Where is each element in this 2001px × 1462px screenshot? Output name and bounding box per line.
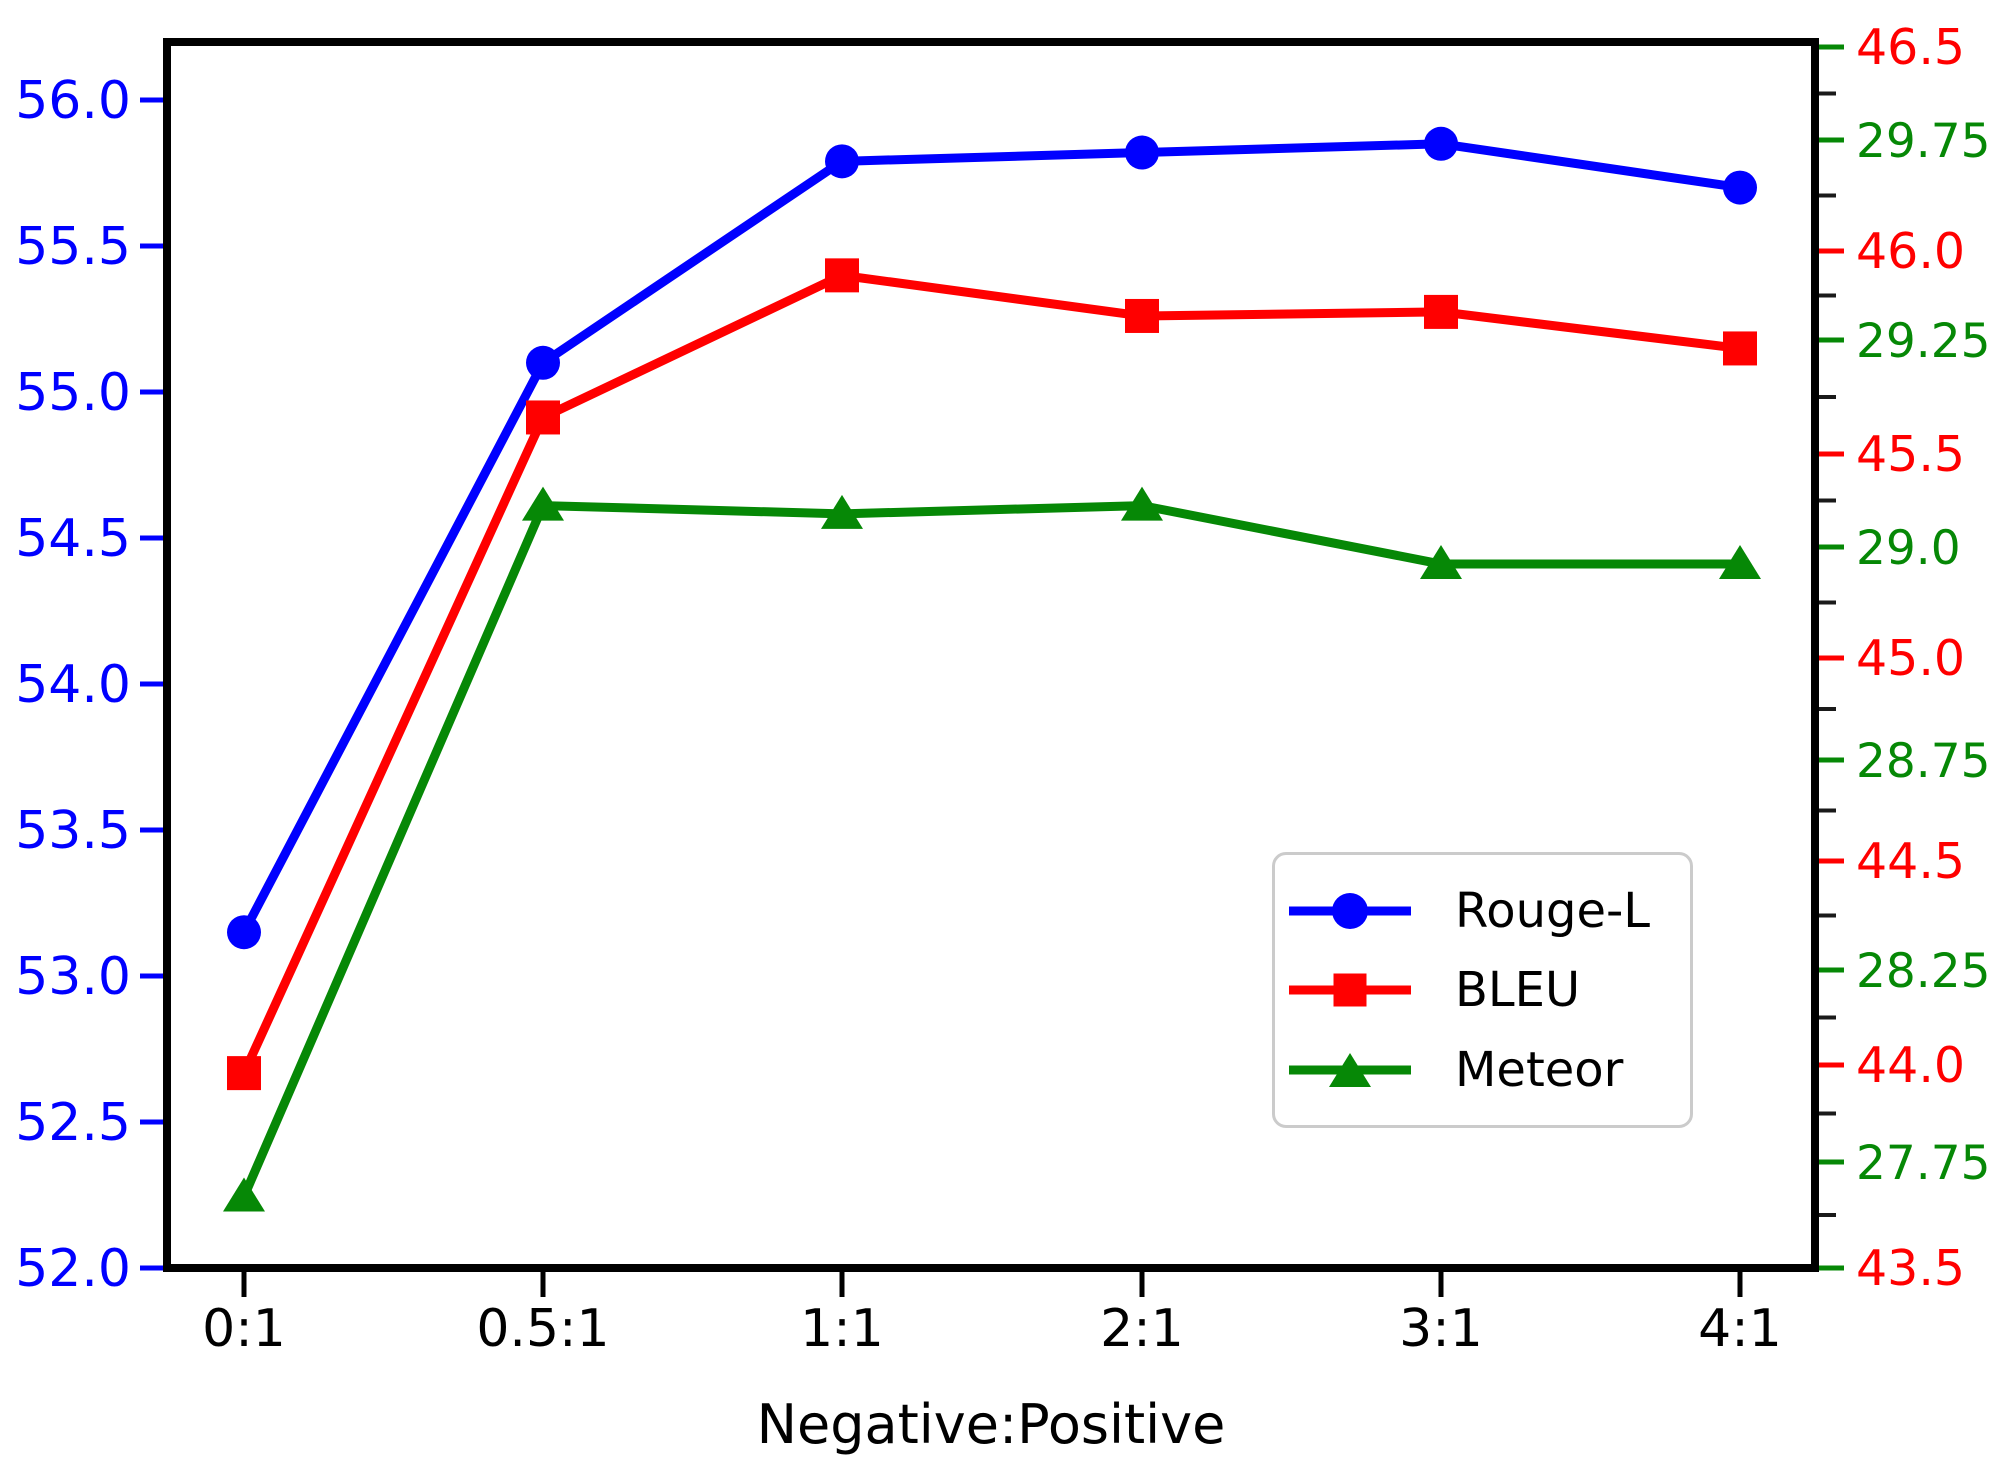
series-line-meteor [239,501,1745,1202]
data-point-rouge-l [825,144,859,179]
legend-swatch-meteor [1289,1048,1411,1092]
left-axis-tick-label: 55.0 [15,363,131,423]
right-green-axis-tick-label: 28.75 [1856,734,1991,789]
data-point-meteor [1121,486,1163,521]
plot-frame [163,38,1819,1272]
legend-label-bleu: BLEU [1455,962,1581,1018]
x-axis-tick-label: 0.5:1 [476,1299,609,1359]
right-red-axis-tick-label: 46.0 [1856,223,1965,280]
x-axis-tick-label: 1:1 [800,1299,884,1359]
legend-item-rouge-l: Rouge-L [1289,883,1682,939]
right-green-axis-tick-label: 29.0 [1856,521,1961,576]
x-axis-tick-label: 3:1 [1399,1299,1483,1359]
data-point-meteor [522,486,564,521]
x-axis-title: Negative:Positive [757,1393,1226,1456]
right-red-axis-tick-label: 44.5 [1856,833,1965,890]
x-axis-tick-label: 0:1 [202,1299,286,1359]
left-axis-tick-label: 52.5 [15,1093,131,1153]
circle-marker-icon [1332,892,1368,929]
left-axis-tick-label: 55.5 [15,217,131,277]
right-red-axis-tick-label: 44.0 [1856,1037,1965,1094]
right-green-axis-tick-label: 29.25 [1856,314,1991,369]
data-point-bleu [1723,331,1757,366]
data-point-bleu [1125,298,1159,333]
legend-label-meteor: Meteor [1455,1041,1624,1098]
legend-label-rouge-l: Rouge-L [1455,882,1651,939]
data-point-bleu [1424,294,1458,329]
right-green-axis-tick-label: 29.75 [1856,114,1991,169]
data-point-meteor [821,494,863,529]
right-red-axis-tick-label: 45.5 [1856,426,1965,483]
right-green-axis-tick-label: 28.25 [1856,944,1991,999]
left-axis-tick-label: 53.5 [15,801,131,861]
x-axis-tick-label: 2:1 [1100,1299,1184,1359]
data-point-rouge-l [1125,135,1159,170]
data-point-meteor [1420,545,1462,580]
left-axis-tick-label: 54.5 [15,509,131,569]
series-line-rouge-l [239,139,1745,937]
legend-item-bleu: BLEU [1289,962,1682,1018]
right-green-axis-tick-label: 27.75 [1856,1136,1991,1191]
chart-legend: Rouge-L BLEU Meteor [1272,852,1693,1128]
triangle-marker-icon [1329,1052,1371,1087]
data-point-rouge-l [526,345,560,380]
left-axis-tick-label: 54.0 [15,655,131,715]
square-marker-icon [1333,973,1367,1007]
data-point-bleu [825,258,859,293]
legend-item-meteor: Meteor [1289,1042,1682,1098]
legend-swatch-rouge-l [1289,889,1411,933]
left-axis-tick-label: 53.0 [15,947,131,1007]
right-red-axis-tick-label: 46.5 [1856,19,1965,76]
series-line-bleu [239,270,1745,1078]
data-point-rouge-l [227,915,261,950]
data-point-rouge-l [1424,126,1458,161]
right-red-axis-tick-label: 45.0 [1856,630,1965,687]
left-axis-tick-label: 56.0 [15,71,131,131]
x-axis-tick-label: 4:1 [1698,1299,1782,1359]
data-point-rouge-l [1723,170,1757,205]
left-axis-tick-label: 52.0 [15,1239,131,1299]
data-point-meteor [1719,545,1761,580]
data-point-bleu [526,400,560,435]
data-point-bleu [227,1056,261,1091]
legend-swatch-bleu [1289,968,1411,1012]
right-red-axis-tick-label: 43.5 [1856,1240,1965,1297]
data-point-meteor [223,1177,265,1212]
